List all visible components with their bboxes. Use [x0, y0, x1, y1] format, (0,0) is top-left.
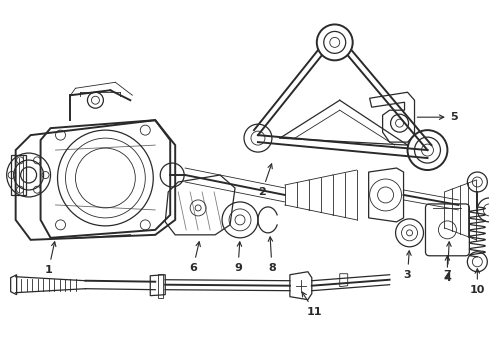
Text: 1: 1: [45, 242, 56, 275]
Text: 3: 3: [404, 251, 411, 280]
Text: 6: 6: [189, 242, 200, 273]
Text: 8: 8: [268, 237, 276, 273]
Text: 4: 4: [443, 256, 451, 283]
Text: 7: 7: [443, 242, 451, 280]
Text: 9: 9: [234, 242, 242, 273]
Text: 10: 10: [469, 269, 485, 295]
Text: 5: 5: [417, 112, 458, 122]
Text: 11: 11: [302, 292, 322, 317]
Text: 2: 2: [258, 164, 272, 197]
